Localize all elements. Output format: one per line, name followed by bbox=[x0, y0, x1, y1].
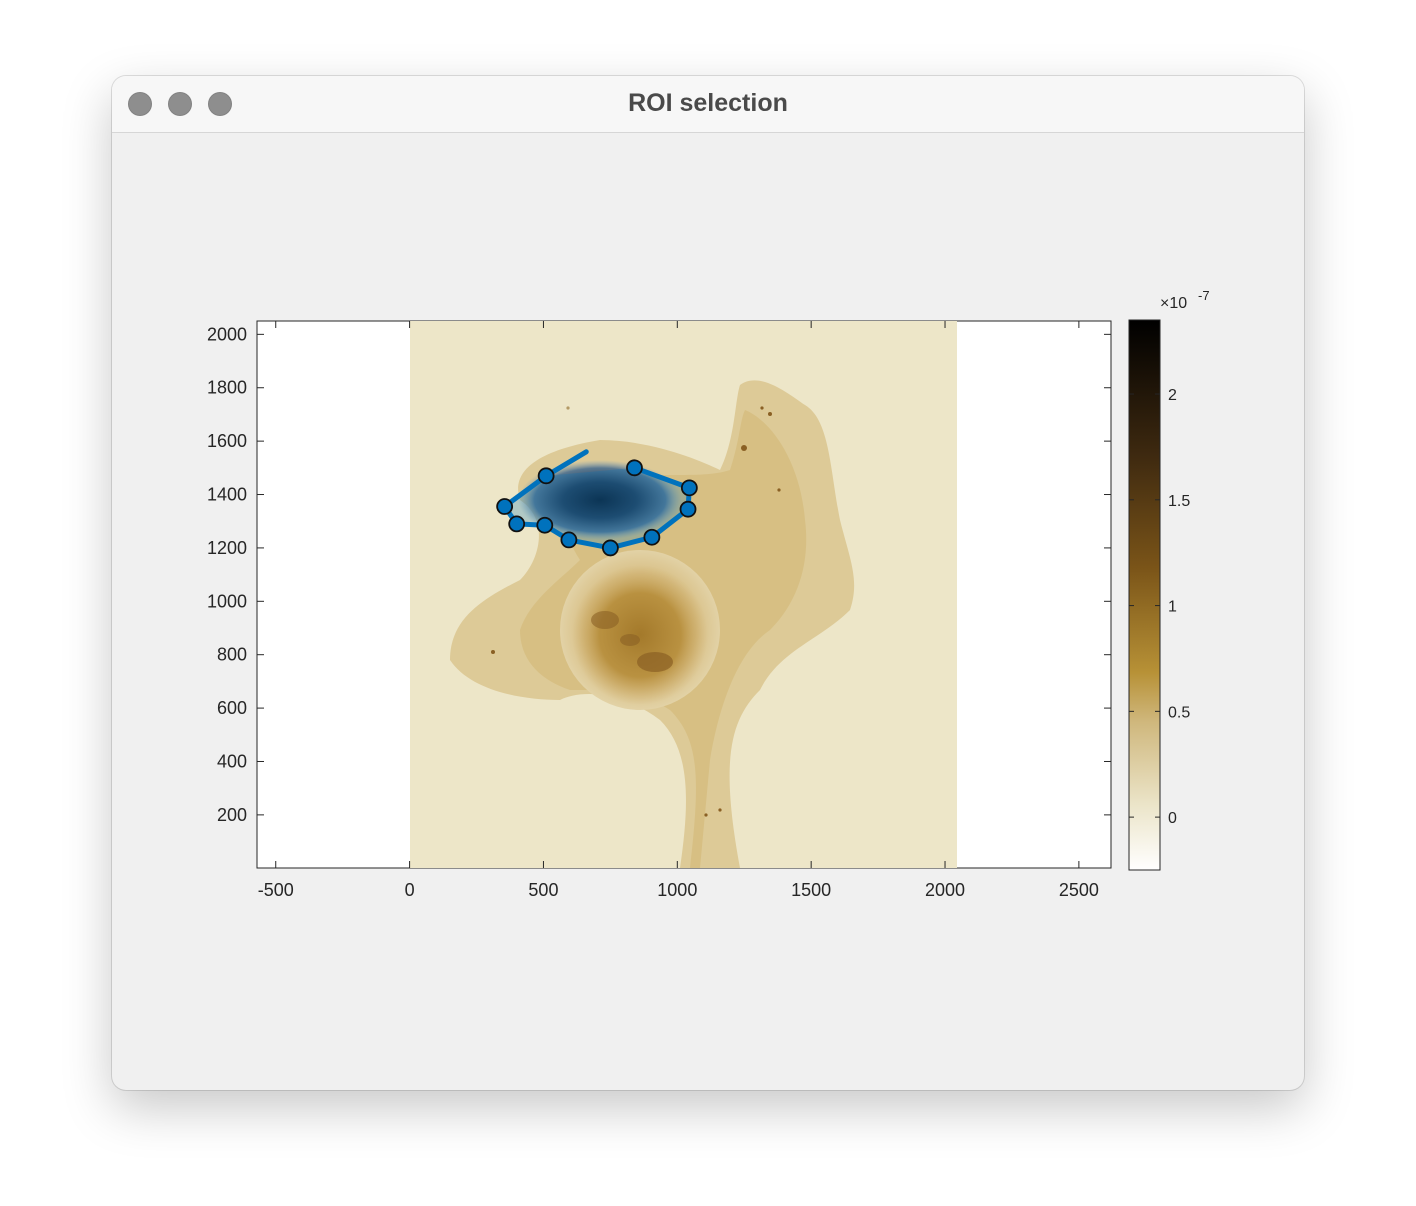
title-bar: ROI selection bbox=[112, 76, 1304, 133]
colorbar-tick-label: 2 bbox=[1168, 387, 1177, 404]
colorbar-exponent-prefix: ×10 bbox=[1160, 295, 1187, 312]
roi-vertex-handle[interactable] bbox=[680, 479, 698, 497]
roi-vertex-handle[interactable] bbox=[508, 515, 526, 533]
roi-vertex-handle[interactable] bbox=[560, 531, 578, 549]
close-window-button[interactable] bbox=[128, 92, 152, 116]
roi-vertex-handle[interactable] bbox=[496, 498, 514, 515]
x-tick-label: 1500 bbox=[791, 880, 831, 900]
roi-vertex-handle[interactable] bbox=[601, 539, 619, 557]
zoom-window-button[interactable] bbox=[208, 92, 232, 116]
roi-outline[interactable] bbox=[502, 465, 692, 551]
y-tick-label: 1800 bbox=[207, 378, 247, 398]
roi-polygon[interactable] bbox=[496, 449, 698, 557]
window-title: ROI selection bbox=[628, 89, 788, 117]
roi-vertex-handle[interactable] bbox=[626, 459, 643, 477]
roi-vertex-handle[interactable] bbox=[536, 516, 554, 534]
colorbar-gradient[interactable] bbox=[1128, 319, 1161, 871]
colorbar-tick-label: 0 bbox=[1168, 810, 1177, 827]
x-tick-label: 2500 bbox=[1059, 880, 1099, 900]
y-tick-label: 400 bbox=[217, 751, 247, 771]
colorbar-tick-label: 1 bbox=[1168, 599, 1177, 616]
y-tick-label: 2000 bbox=[207, 324, 247, 344]
roi-vertex-handle[interactable] bbox=[679, 500, 697, 518]
y-tick-label: 800 bbox=[217, 645, 247, 665]
minimize-window-button[interactable] bbox=[168, 92, 192, 116]
y-tick-label: 1200 bbox=[207, 538, 247, 558]
cell-image bbox=[410, 321, 957, 868]
colorbar-exponent: -7 bbox=[1198, 288, 1210, 303]
x-tick-label: 500 bbox=[528, 880, 558, 900]
roi-vertex-handle[interactable] bbox=[643, 528, 661, 546]
y-tick-label: 200 bbox=[217, 805, 247, 825]
roi-vertex-handle[interactable] bbox=[537, 467, 555, 485]
y-tick-label: 1600 bbox=[207, 431, 247, 451]
colorbar[interactable]: 2 1.5 1 0.5 0 ×10 -7 bbox=[1128, 288, 1210, 871]
y-tick-label: 1400 bbox=[207, 485, 247, 505]
colorbar-tick-label: 1.5 bbox=[1168, 493, 1190, 510]
y-tick-label: 1000 bbox=[207, 591, 247, 611]
x-tick-label: -500 bbox=[258, 880, 294, 900]
colorbar-tick-label: 0.5 bbox=[1168, 704, 1190, 721]
axis-ticks: -500 0 500 1000 1500 2000 2500 2000 1800 1600 1400… bbox=[207, 321, 1111, 900]
x-tick-label: 2000 bbox=[925, 880, 965, 900]
y-tick-label: 600 bbox=[217, 698, 247, 718]
x-tick-label: 1000 bbox=[657, 880, 697, 900]
x-tick-label: 0 bbox=[405, 880, 415, 900]
